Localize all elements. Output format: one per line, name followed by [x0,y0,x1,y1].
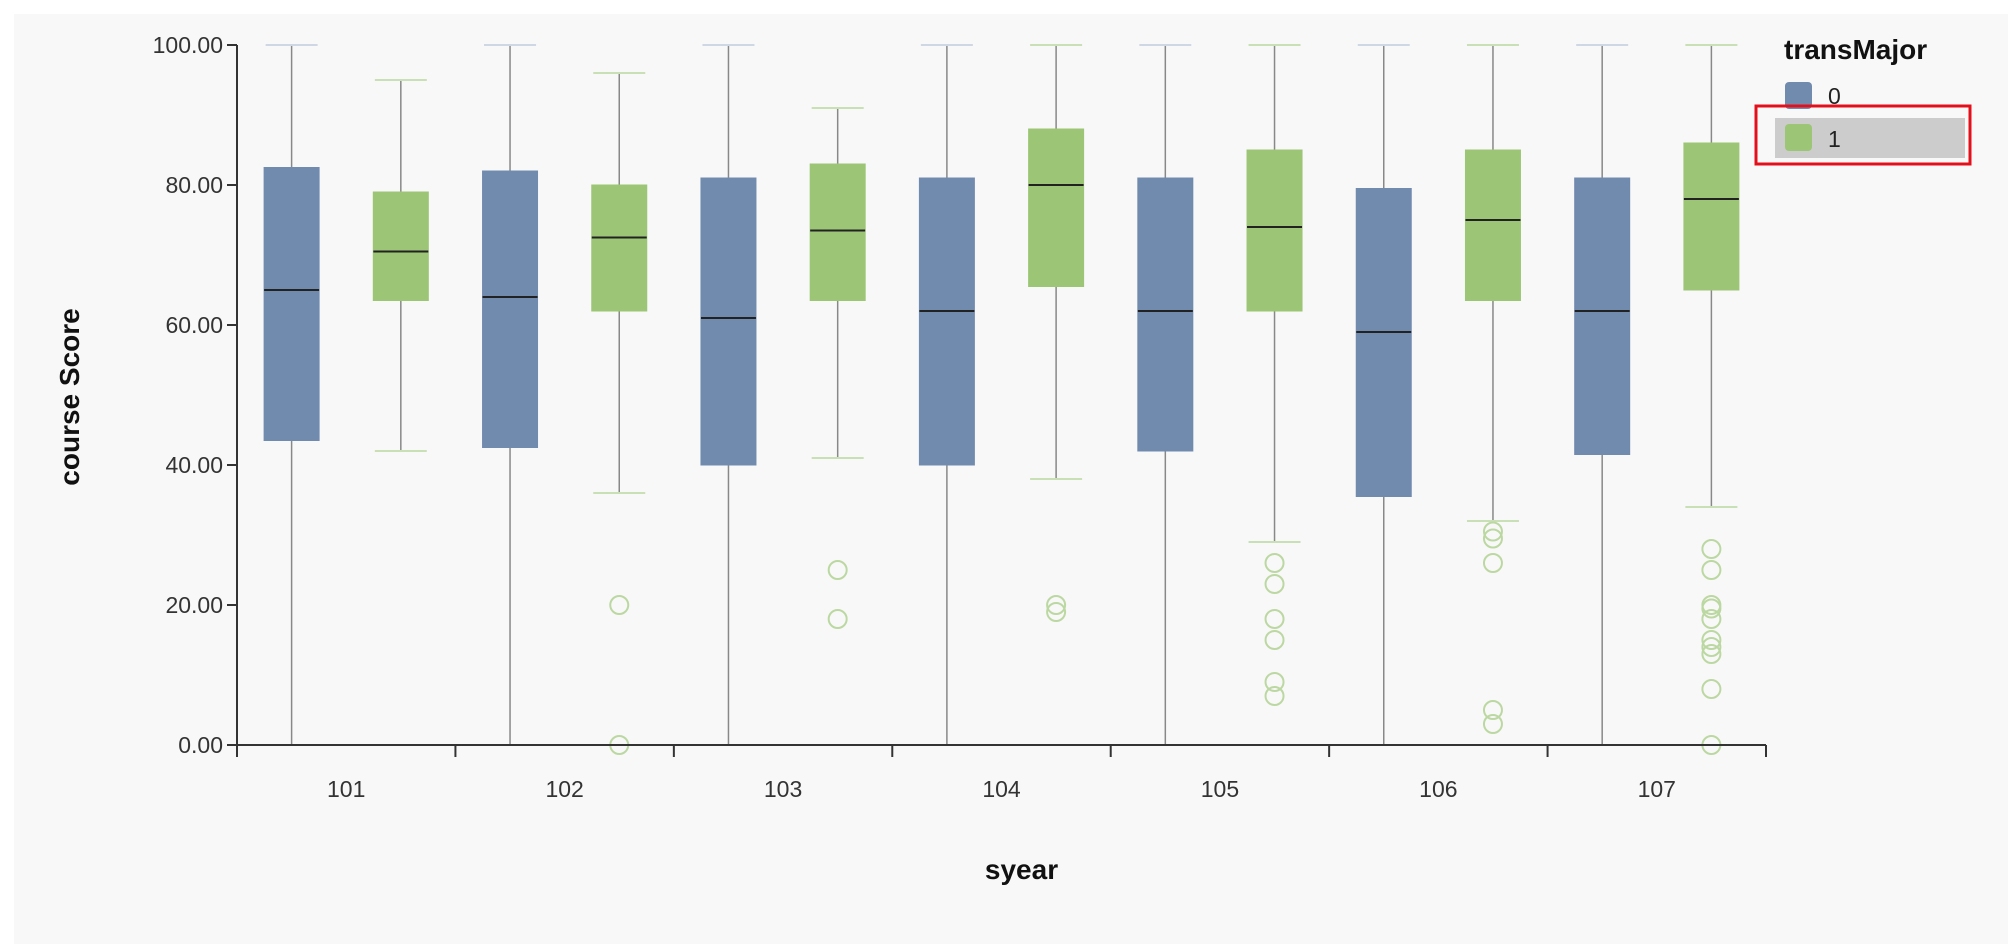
x-tick-label: 105 [1201,776,1239,802]
outlier-point [1482,714,1503,734]
outlier-point [1701,598,1722,619]
outlier-point [1046,595,1067,615]
box-1-103 [809,107,866,629]
box-iqr [1464,149,1521,301]
outlier-point [827,609,848,629]
axes: 0.00 20.00 40.00 60.00 80.00 100.00 101 102 103 1… [153,32,1767,802]
box-0-104 [918,44,975,746]
y-tick-label: 80.00 [165,172,223,198]
chart-panel [14,14,2008,944]
box-0-106 [1355,44,1412,746]
box-iqr [1355,188,1412,497]
outlier-point [1046,602,1067,622]
legend-annotation-box [1754,104,1972,166]
box-iqr [591,184,648,312]
box-0-103 [700,44,757,746]
outlier-point [1482,521,1503,542]
outlier-point [1264,553,1285,573]
legend-entry-1[interactable]: 1 [1775,118,1965,158]
outlier-point [1701,630,1722,650]
box-iqr [1683,142,1740,291]
box-iqr [372,191,429,301]
outlier-point [1264,686,1285,706]
legend-swatch-0 [1785,82,1812,109]
y-tick-label: 100.00 [153,32,223,58]
box-iqr [482,170,539,448]
outlier-point [1701,637,1722,657]
y-tick-label: 40.00 [165,452,223,478]
box-1-101 [372,79,429,452]
box-iqr [918,177,975,466]
box-iqr [263,167,320,441]
legend: transMajor 0 1 [1754,34,1972,166]
box-1-106 [1464,44,1521,734]
outlier-point [1482,553,1503,573]
plot-area [263,44,1740,755]
x-tick-label: 101 [327,776,365,802]
x-tick-label: 103 [764,776,802,802]
box-iqr [809,163,866,301]
outlier-point [1264,574,1285,594]
outlier-point [1701,560,1722,580]
box-iqr [1574,177,1631,455]
box-1-104 [1028,44,1085,622]
y-tick-label: 0.00 [178,732,223,758]
x-tick-label: 107 [1638,776,1676,802]
outlier-point [1701,539,1722,559]
outlier-point [1701,679,1722,699]
y-tick-label: 60.00 [165,312,223,338]
outlier-point [1482,528,1503,549]
box-1-102 [591,72,648,755]
x-tick-label: 102 [545,776,583,802]
outlier-point [1264,630,1285,650]
outlier-point [1701,644,1722,664]
box-iqr [700,177,757,466]
box-0-105 [1137,44,1194,746]
outlier-point [1264,672,1285,692]
x-tick-label: 106 [1419,776,1457,802]
x-tick-label: 104 [982,776,1021,802]
box-1-107 [1683,44,1740,755]
outlier-point [1701,609,1722,629]
box-0-102 [482,44,539,746]
outlier-point [1264,609,1285,629]
legend-entry-0[interactable]: 0 [1785,82,1841,109]
box-1-105 [1246,44,1303,706]
outlier-point [827,560,848,580]
box-iqr [1246,149,1303,312]
box-iqr [1137,177,1194,452]
box-0-107 [1574,44,1631,746]
y-tick-label: 20.00 [165,592,223,618]
outlier-point [1482,700,1503,720]
legend-label-0: 0 [1828,83,1841,109]
y-axis-title: course Score [54,308,85,485]
outlier-point [609,595,630,615]
legend-swatch-1 [1785,124,1812,151]
box-0-101 [263,44,320,746]
x-axis-title: syear [985,854,1058,885]
legend-label-1: 1 [1828,126,1841,152]
box-iqr [1028,128,1085,287]
legend-title: transMajor [1784,34,1927,65]
